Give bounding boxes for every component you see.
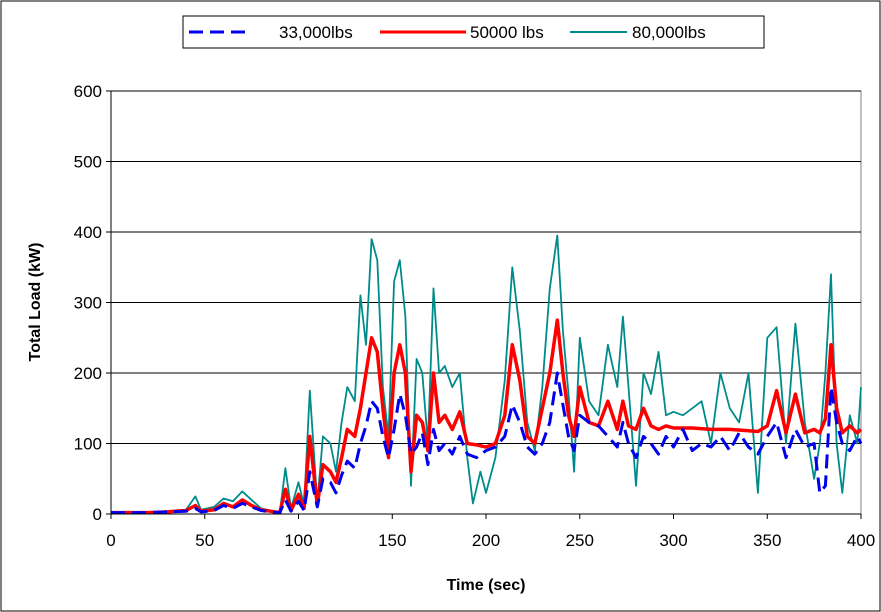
legend-label-33000: 33,000lbs bbox=[279, 23, 353, 42]
x-tick-label: 400 bbox=[847, 531, 875, 550]
legend: 33,000lbs 50000 lbs 80,000lbs bbox=[182, 15, 765, 49]
y-tick-label: 100 bbox=[74, 435, 102, 454]
x-axis-title: Time (sec) bbox=[447, 577, 526, 594]
y-axis-title: Total Load (kW) bbox=[27, 243, 44, 362]
x-tick-label: 100 bbox=[284, 531, 312, 550]
y-tick-label: 600 bbox=[74, 82, 102, 101]
x-tick-label: 150 bbox=[378, 531, 406, 550]
legend-label-80000: 80,000lbs bbox=[632, 23, 706, 42]
y-tick-label: 0 bbox=[93, 505, 102, 524]
x-tick-label: 350 bbox=[753, 531, 781, 550]
x-tick-label: 250 bbox=[566, 531, 594, 550]
x-tick-label: 50 bbox=[195, 531, 214, 550]
y-ticks: 0 100 200 300 400 500 600 bbox=[74, 82, 111, 524]
x-tick-label: 200 bbox=[472, 531, 500, 550]
y-tick-label: 500 bbox=[74, 153, 102, 172]
legend-box bbox=[182, 15, 765, 49]
y-tick-label: 200 bbox=[74, 364, 102, 383]
x-tick-label: 0 bbox=[106, 531, 115, 550]
y-tick-label: 400 bbox=[74, 223, 102, 242]
series-line-80000lbs bbox=[111, 234, 862, 514]
legend-label-50000: 50000 lbs bbox=[470, 23, 544, 42]
gridlines bbox=[111, 90, 861, 444]
series-group bbox=[111, 234, 863, 515]
y-tick-label: 300 bbox=[74, 294, 102, 313]
x-ticks: 0 50 100 150 200 250 300 350 400 bbox=[106, 514, 875, 550]
series-line-33000lbs bbox=[111, 371, 863, 515]
x-tick-label: 300 bbox=[659, 531, 687, 550]
